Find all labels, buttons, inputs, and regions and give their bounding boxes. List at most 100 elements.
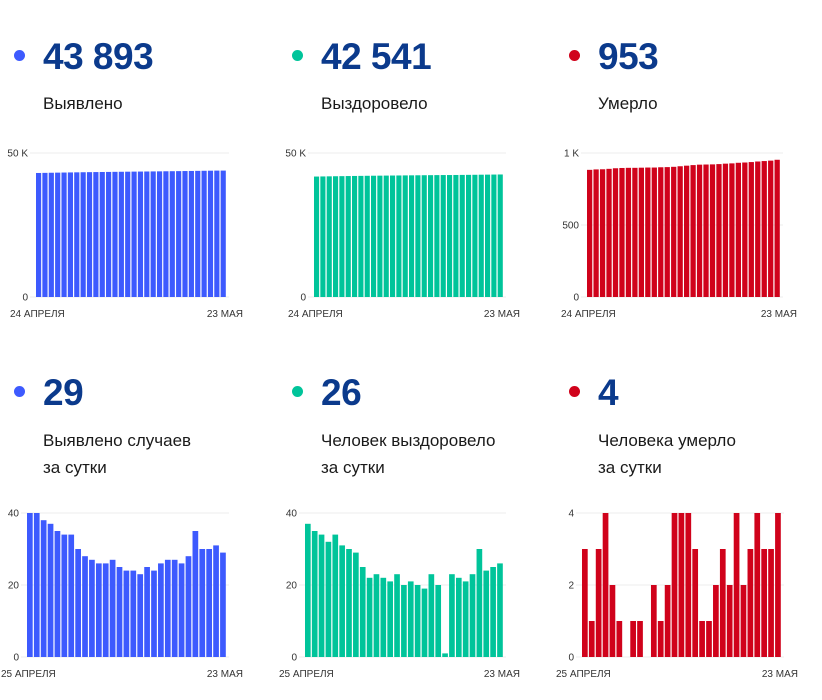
panel-deaths-daily: 4 Человека умерло за сутки 0 2 4 25 АПРЕЛЯ 2… [555, 360, 815, 700]
bar [685, 513, 692, 657]
bar [396, 175, 402, 297]
bar [345, 176, 351, 297]
y-tick-label: 50 K [285, 149, 306, 160]
deaths-total-value: 953 [598, 36, 659, 77]
bar [733, 513, 740, 657]
bar [207, 170, 214, 297]
bar [353, 552, 359, 657]
bar [352, 175, 358, 297]
bar [195, 170, 201, 297]
bar [137, 574, 144, 657]
bar [346, 549, 352, 657]
x-end-label: 23 МАЯ [207, 309, 243, 320]
bar [377, 175, 383, 297]
bar [719, 549, 726, 657]
bar [722, 163, 729, 297]
bar [320, 176, 326, 297]
bar [373, 574, 380, 657]
bar [192, 531, 199, 657]
panel-recovered-total: 42 541 Выздоровело 0 50 K 24 АПРЕЛЯ 23 МАЯ [278, 0, 538, 330]
bar [214, 170, 220, 297]
x-start-label: 25 АПРЕЛЯ [556, 669, 611, 680]
bar [305, 523, 311, 657]
bar [775, 513, 781, 657]
bar [36, 172, 42, 297]
legend-dot-icon [292, 386, 303, 397]
bar [311, 531, 318, 657]
y-tick-label: 0 [568, 653, 574, 664]
y-tick-label: 20 [8, 581, 20, 592]
recovered-total-label: Выздоровело [321, 94, 428, 113]
bar [150, 171, 156, 297]
bar [588, 621, 595, 657]
bar [447, 175, 453, 297]
bar [692, 549, 699, 657]
bar [664, 167, 670, 297]
bar [188, 170, 194, 297]
bar [364, 175, 370, 297]
bar [130, 570, 137, 657]
bar [478, 174, 484, 297]
bar [625, 167, 632, 297]
bar [380, 577, 387, 657]
bar [472, 174, 478, 297]
bar [387, 581, 393, 657]
bar [171, 559, 178, 657]
bar [490, 567, 496, 657]
bar [735, 162, 741, 297]
bar [761, 161, 767, 297]
legend-dot-icon [569, 50, 580, 61]
bar [199, 549, 206, 657]
bar [407, 581, 414, 657]
bar [612, 168, 619, 297]
bar [131, 171, 137, 297]
bar [106, 171, 112, 297]
bar [606, 168, 612, 297]
bar [89, 559, 95, 657]
bar [455, 577, 462, 657]
bar [55, 172, 61, 297]
bar [42, 172, 48, 297]
legend-dot-icon [292, 50, 303, 61]
bar [409, 175, 415, 297]
bar [176, 171, 182, 297]
bar [726, 585, 733, 657]
bar [93, 172, 99, 297]
bar [434, 175, 440, 297]
bar [637, 621, 643, 657]
bar [491, 174, 497, 297]
legend-dot-icon [14, 50, 25, 61]
bar [144, 171, 150, 297]
deaths-daily-label-line2: за сутки [598, 458, 662, 477]
bar [476, 549, 483, 657]
x-start-label: 24 АПРЕЛЯ [561, 309, 616, 320]
bar [318, 534, 325, 657]
bar [74, 172, 80, 297]
bar [632, 167, 638, 297]
bar [125, 171, 131, 297]
bar [213, 545, 219, 657]
bar [442, 653, 448, 657]
bar [144, 567, 150, 657]
bar [333, 176, 339, 297]
y-tick-label: 40 [8, 509, 20, 520]
bar [599, 169, 606, 297]
bar [112, 171, 118, 297]
legend-dot-icon [569, 386, 580, 397]
bar [102, 563, 109, 657]
deaths-total-label: Умерло [598, 94, 658, 113]
recovered-daily-value: 26 [321, 372, 362, 413]
bar [435, 585, 442, 657]
bar [657, 621, 664, 657]
bar [664, 585, 671, 657]
bar [99, 171, 105, 297]
bar [755, 161, 761, 297]
bar [390, 175, 396, 297]
y-tick-label: 1 K [564, 149, 579, 160]
bar [137, 171, 144, 297]
bar [220, 552, 226, 657]
bar [61, 172, 67, 297]
bar [371, 175, 377, 297]
bar [339, 176, 345, 297]
bar [742, 162, 748, 297]
